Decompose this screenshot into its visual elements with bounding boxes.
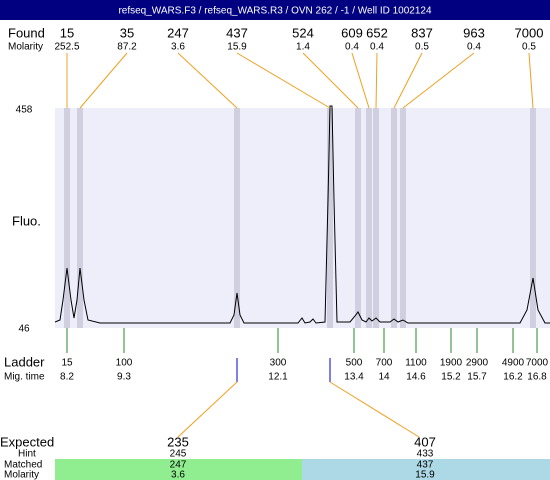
hint-size: 433	[417, 449, 434, 460]
peak-connector	[402, 52, 475, 109]
peak-band	[327, 108, 333, 328]
peak-band	[64, 108, 70, 328]
peak-size: 524	[292, 25, 314, 40]
ladder-size: 700	[376, 358, 393, 369]
peak-size: 609	[341, 25, 363, 40]
peak-molarity: 1.4	[296, 42, 310, 53]
peak-band	[391, 108, 397, 328]
peak-band	[530, 108, 536, 328]
peak-connector	[177, 52, 238, 109]
peak-molarity: 15.9	[227, 42, 247, 53]
expected-size: 235	[167, 434, 189, 449]
peak-molarity: 0.4	[345, 42, 359, 53]
peak-band	[77, 108, 83, 328]
peak-molarity: 0.5	[415, 42, 429, 53]
ladder-time: 12.1	[268, 372, 288, 383]
plot-area	[55, 108, 550, 328]
y-axis-label: Fluo.	[12, 213, 41, 228]
ladder-time: 14.6	[406, 372, 426, 383]
peak-connector	[302, 52, 359, 109]
peak-molarity: 87.2	[117, 42, 137, 53]
peak-size: 247	[167, 25, 189, 40]
ladder-size: 500	[346, 358, 363, 369]
peak-size: 15	[60, 25, 74, 40]
ladder-size: 4900	[502, 358, 525, 369]
peak-molarity: 0.5	[522, 42, 536, 53]
ladder-time: 16.2	[503, 372, 523, 383]
peak-size: 7000	[515, 25, 544, 40]
ladder-time: 15.7	[467, 372, 487, 383]
peak-band	[400, 108, 406, 328]
peak-molarity: 3.6	[171, 42, 185, 53]
peak-connector	[351, 52, 370, 109]
expected-size: 407	[414, 434, 436, 449]
peak-molarity: 252.5	[54, 42, 79, 53]
trace	[54, 105, 550, 324]
matched-size: 247	[170, 460, 187, 471]
ladder-time: 8.2	[60, 372, 74, 383]
ladder-size: 1100	[405, 358, 427, 369]
matched-label: Matched	[4, 460, 42, 471]
peak-size: 963	[463, 25, 485, 40]
peak-molarity: 0.4	[467, 42, 481, 53]
matched-bar	[55, 459, 302, 480]
peak-size: 652	[366, 25, 388, 40]
found-label: Found	[8, 25, 45, 40]
peak-connector	[393, 52, 423, 109]
mig-time-label: Mig. time	[4, 372, 45, 383]
peak-size: 437	[226, 25, 248, 40]
hint-size: 245	[170, 449, 187, 460]
ladder-label: Ladder	[4, 354, 45, 369]
matched-size: 437	[417, 460, 434, 471]
peak-connector	[79, 52, 128, 109]
expected-label: Expected	[0, 434, 54, 449]
title-bar	[0, 0, 550, 20]
ladder-size: 7000	[526, 358, 549, 369]
peak-connector	[528, 52, 534, 109]
ladder-size: 300	[270, 358, 287, 369]
ladder-size: 1900	[440, 358, 463, 369]
matched-molarity: 15.9	[415, 470, 435, 480]
peak-size: 837	[411, 25, 433, 40]
peak-size: 35	[120, 25, 134, 40]
y-top-label: 458	[16, 105, 33, 116]
peak-band	[366, 108, 372, 328]
peak-molarity: 0.4	[370, 42, 384, 53]
peak-band	[373, 108, 379, 328]
ladder-size: 2900	[466, 358, 489, 369]
ladder-time: 9.3	[117, 372, 131, 383]
ladder-time: 15.2	[441, 372, 461, 383]
peak-band	[234, 108, 240, 328]
title: refseq_WARS.F3 / refseq_WARS.R3 / OVN 26…	[118, 6, 432, 17]
matched-molarity: 3.6	[171, 470, 185, 480]
peak-band	[355, 108, 361, 328]
ladder-size: 100	[116, 358, 133, 369]
connector	[177, 381, 238, 438]
matched-bar	[302, 459, 550, 480]
ladder-time: 13.4	[344, 372, 364, 383]
ladder-time: 14	[378, 372, 390, 383]
peak-connector	[236, 52, 331, 109]
y-bottom-label: 46	[18, 324, 30, 335]
peak-connector	[375, 52, 378, 109]
ladder-size: 15	[61, 358, 73, 369]
molarity-label: Molarity	[4, 470, 39, 480]
connector	[329, 381, 420, 438]
ladder-time: 16.8	[527, 372, 547, 383]
hint-label: Hint	[18, 449, 36, 460]
molarity-label: Molarity	[8, 42, 43, 53]
